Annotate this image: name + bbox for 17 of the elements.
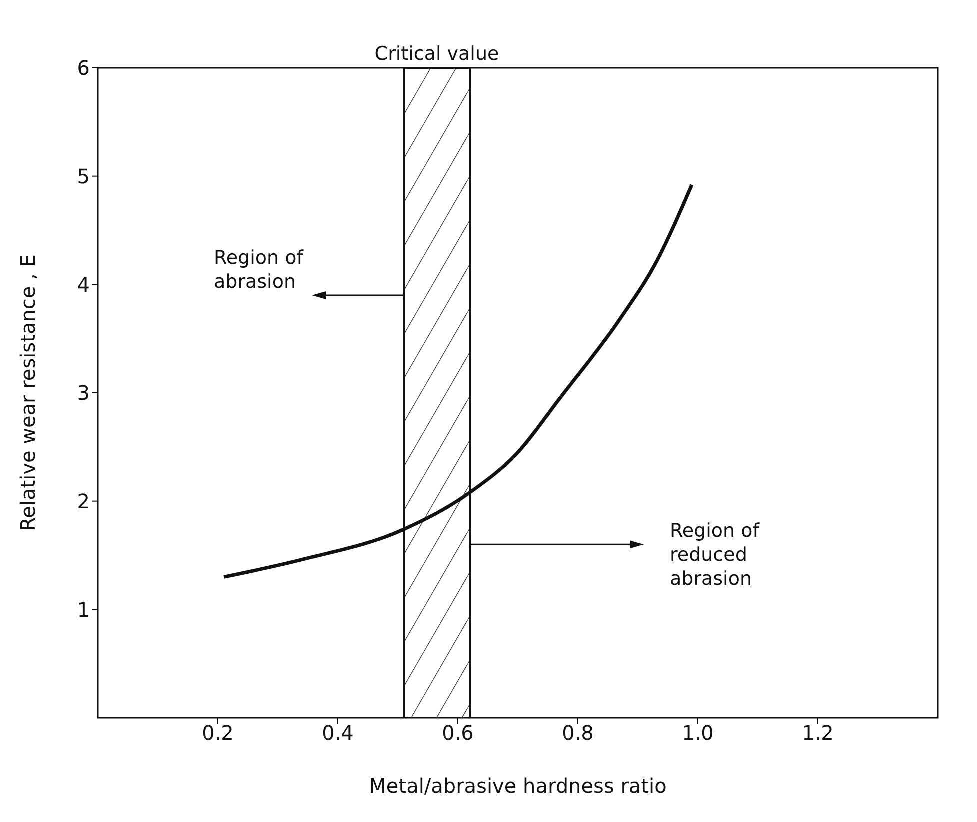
y-tick-label: 3: [77, 381, 90, 406]
y-tick-label: 1: [77, 598, 90, 622]
x-tick-label: 1.0: [682, 721, 714, 746]
y-axis-title: Relative wear resistance , E: [16, 254, 40, 532]
y-tick-label: 2: [77, 489, 90, 514]
x-tick-label: 0.8: [562, 721, 594, 746]
x-tick-label: 0.2: [202, 721, 234, 746]
x-axis-title: Metal/abrasive hardness ratio: [369, 774, 667, 798]
x-tick-label: 0.4: [322, 721, 354, 746]
band-label: Critical value: [374, 43, 500, 65]
y-tick-label: 4: [77, 272, 90, 297]
x-tick-label: 1.2: [802, 721, 834, 746]
x-tick-label: 0.6: [442, 721, 474, 746]
y-tick-label: 5: [77, 164, 90, 188]
y-tick-label: 6: [77, 56, 90, 80]
annotation: Region of abrasion: [214, 246, 305, 294]
annotation: Region of reduced abrasion: [670, 518, 761, 591]
